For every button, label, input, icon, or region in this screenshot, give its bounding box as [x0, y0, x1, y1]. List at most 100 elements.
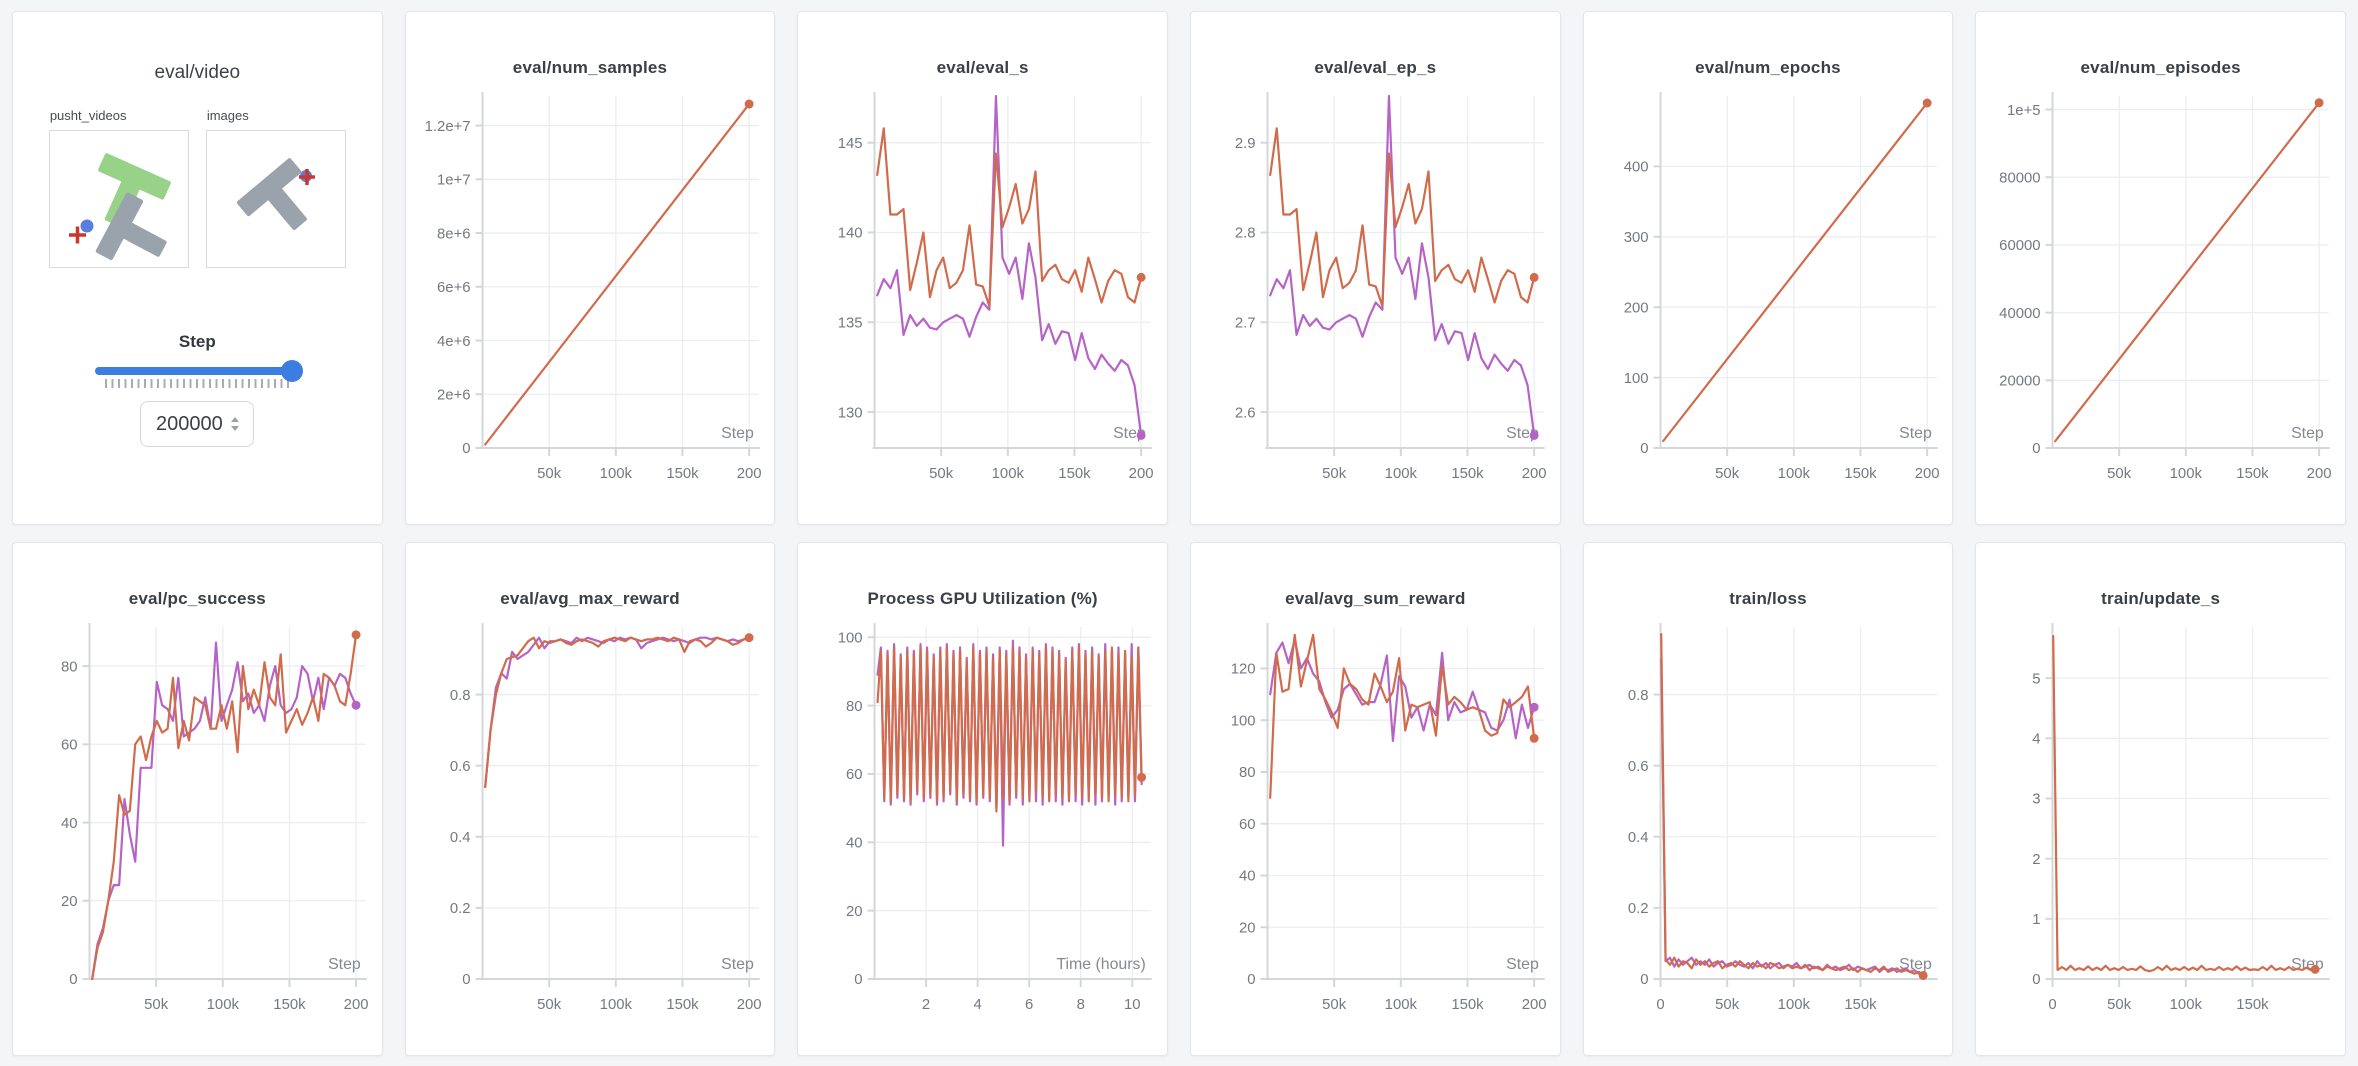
svg-text:100k: 100k: [992, 465, 1025, 482]
step-increment-button[interactable]: [230, 417, 239, 422]
svg-text:1e+7: 1e+7: [437, 172, 471, 189]
svg-text:50k: 50k: [2107, 465, 2132, 482]
svg-text:0: 0: [1656, 996, 1664, 1013]
svg-text:2.7: 2.7: [1235, 314, 1256, 331]
svg-text:0: 0: [2049, 996, 2057, 1013]
svg-text:80: 80: [846, 698, 863, 715]
svg-text:40000: 40000: [2000, 305, 2041, 322]
chart-title: eval/num_samples: [512, 58, 668, 77]
svg-text:50k: 50k: [929, 465, 954, 482]
chart-panel-3: eval/eval_ep_s 2.6 2.7 2.8 2.9 50k 100k 150k 20…: [1189, 11, 1561, 525]
chart-panel-2: eval/eval_s 130 135 140 145 50k 100k 150k 200 St…: [797, 11, 1168, 525]
svg-text:140: 140: [838, 225, 863, 242]
media-item-images: images: [205, 108, 346, 268]
svg-text:200: 200: [2307, 465, 2332, 482]
svg-text:150k: 150k: [1451, 465, 1484, 482]
svg-text:135: 135: [838, 314, 863, 331]
image-scene-graphic: [236, 158, 315, 231]
chart-title: train/update_s: [2101, 589, 2221, 608]
svg-text:120: 120: [1231, 661, 1256, 678]
svg-text:200: 200: [736, 465, 761, 482]
svg-text:150k: 150k: [666, 996, 699, 1013]
svg-text:200: 200: [1522, 465, 1547, 482]
media-panel-title: eval/video: [154, 62, 241, 83]
svg-text:145: 145: [838, 135, 863, 152]
svg-text:0.8: 0.8: [1628, 687, 1649, 704]
svg-text:0.2: 0.2: [450, 900, 471, 917]
chart-panel-5: eval/num_episodes 0 20000 40000 60000 80000 1…: [1975, 11, 2346, 525]
svg-text:100k: 100k: [599, 996, 632, 1013]
svg-text:6e+6: 6e+6: [437, 279, 471, 296]
line-chart[interactable]: 0 20 40 60 80 100 2 4 6 8 10 Time (hours): [798, 613, 1167, 1053]
line-chart[interactable]: 0 20 40 60 80 50k 100k 150k 200 Step: [13, 613, 382, 1053]
svg-text:80: 80: [1239, 764, 1256, 781]
svg-text:Step: Step: [721, 956, 754, 973]
svg-text:Step: Step: [1899, 425, 1932, 442]
line-chart[interactable]: 0 2e+6 4e+6 6e+6 8e+6 1e+7 1.2e+7 50k 100k 150k 20…: [406, 82, 775, 522]
svg-text:100: 100: [838, 629, 863, 646]
chart-panel-8: Process GPU Utilization (%) 0 20 40 60 80 100…: [797, 542, 1168, 1056]
svg-text:0: 0: [2033, 971, 2041, 988]
svg-text:60: 60: [61, 737, 78, 754]
svg-text:0.2: 0.2: [1628, 900, 1649, 917]
chart-panel-4: eval/num_epochs 0 100 200 300 400 50k 100k 150k…: [1582, 11, 1954, 525]
svg-text:100: 100: [1623, 370, 1648, 387]
svg-text:5: 5: [2033, 670, 2041, 687]
svg-text:150k: 150k: [2237, 996, 2270, 1013]
svg-text:80000: 80000: [2000, 169, 2041, 186]
svg-text:20000: 20000: [2000, 373, 2041, 390]
step-number-input[interactable]: 200000: [140, 401, 255, 447]
line-chart[interactable]: 0 20000 40000 60000 80000 1e+5 50k 100k 150k 200 S…: [1976, 82, 2345, 522]
svg-text:0: 0: [1640, 440, 1648, 457]
line-chart[interactable]: 0 100 200 300 400 50k 100k 150k 200 Step: [1584, 82, 1953, 522]
chart-title: eval/eval_ep_s: [1314, 58, 1437, 77]
svg-text:150k: 150k: [273, 996, 306, 1013]
svg-text:0: 0: [462, 971, 470, 988]
svg-text:40: 40: [846, 835, 863, 852]
svg-text:2e+6: 2e+6: [437, 386, 471, 403]
svg-text:Step: Step: [721, 425, 754, 442]
svg-text:60: 60: [846, 766, 863, 783]
images-thumbnail[interactable]: [205, 130, 346, 268]
svg-text:20: 20: [61, 893, 78, 910]
svg-text:0: 0: [1247, 971, 1255, 988]
chart-title: eval/num_episodes: [2080, 58, 2241, 77]
svg-text:10: 10: [1124, 996, 1141, 1013]
svg-text:300: 300: [1623, 229, 1648, 246]
step-slider-thumb[interactable]: [281, 360, 304, 382]
chart-title: eval/avg_sum_reward: [1285, 589, 1466, 608]
svg-text:50k: 50k: [1715, 996, 1740, 1013]
pusht-video-thumbnail[interactable]: [48, 130, 189, 268]
step-spinner: [230, 417, 239, 431]
line-chart[interactable]: 0 20 40 60 80 100 120 50k 100k 150k 200 Step: [1191, 613, 1560, 1053]
svg-text:150k: 150k: [1451, 996, 1484, 1013]
svg-text:50k: 50k: [2107, 996, 2132, 1013]
chart-panel-10: train/loss 0 0.2 0.4 0.6 0.8 0 50k 100k 150k Step: [1582, 542, 1954, 1056]
svg-text:200: 200: [1522, 996, 1547, 1013]
step-decrement-button[interactable]: [230, 426, 239, 431]
svg-text:50k: 50k: [537, 465, 562, 482]
media-item-label: pusht_videos: [49, 108, 127, 123]
step-slider-tickmarks: [105, 379, 290, 388]
svg-text:60: 60: [1239, 816, 1256, 833]
step-slider[interactable]: [95, 360, 304, 382]
svg-text:Step: Step: [1506, 956, 1539, 973]
svg-text:40: 40: [61, 815, 78, 832]
svg-text:Step: Step: [2291, 425, 2324, 442]
target-cross: [298, 169, 315, 185]
svg-text:60000: 60000: [2000, 237, 2041, 254]
svg-text:100k: 100k: [207, 996, 240, 1013]
svg-text:4: 4: [2033, 731, 2041, 748]
svg-text:3: 3: [2033, 791, 2041, 808]
svg-text:1e+5: 1e+5: [2007, 102, 2041, 119]
media-item-label: images: [206, 108, 249, 123]
step-slider-track[interactable]: [95, 367, 300, 375]
svg-text:150k: 150k: [666, 465, 699, 482]
media-item-pusht-videos: pusht_videos: [48, 108, 189, 268]
line-chart[interactable]: 0 0.2 0.4 0.6 0.8 50k 100k 150k 200 Step: [406, 613, 775, 1053]
